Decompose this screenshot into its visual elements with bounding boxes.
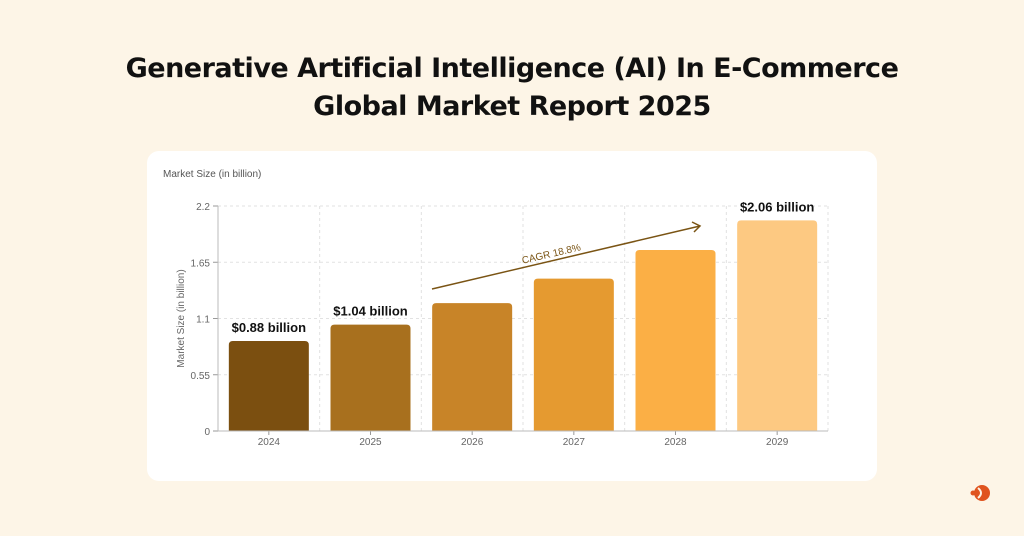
title-line-1: Generative Artificial Intelligence (AI) … — [125, 53, 899, 84]
y-tick-label: 2.2 — [196, 202, 210, 213]
bar-2026 — [432, 303, 513, 431]
card-label: Market Size (in billion) — [163, 169, 262, 180]
x-tick-label: 2024 — [258, 437, 281, 448]
bar-2027 — [533, 278, 614, 431]
x-tick-label: 2028 — [664, 437, 687, 448]
brand-logo-icon — [970, 485, 990, 501]
bar-chart: 0 0.55 1.1 1.65 2.2 Market Size (in billion) 2… — [176, 199, 829, 448]
y-tick-label: 0.55 — [191, 371, 211, 382]
x-tick-label: 2025 — [359, 437, 382, 448]
cagr-label: CAGR 18.8% — [521, 242, 582, 266]
title-line-2: Global Market Report 2025 — [313, 91, 711, 122]
data-label: $0.88 billion — [232, 320, 306, 335]
bar-2028 — [635, 249, 716, 431]
y-axis-label: Market Size (in billion) — [176, 269, 187, 367]
y-tick-label: 0 — [204, 427, 210, 438]
chart-card: Market Size (in billion) 0 0.55 1.1 1.65 2.2… — [147, 151, 877, 481]
x-tick-label: 2027 — [563, 437, 586, 448]
y-tick-label: 1.65 — [191, 258, 211, 269]
cagr-arrow-line — [431, 225, 701, 290]
bar-2024 — [228, 341, 309, 431]
bar-2025 — [330, 324, 411, 431]
bar-2029 — [737, 220, 818, 431]
cagr-arrowhead-icon — [691, 221, 702, 233]
data-label: $2.06 billion — [740, 199, 814, 214]
x-tick-label: 2026 — [461, 437, 484, 448]
data-label: $1.04 billion — [333, 304, 407, 319]
y-tick-label: 1.1 — [196, 315, 210, 326]
page-title: Generative Artificial Intelligence (AI) … — [0, 50, 1024, 126]
x-tick-label: 2029 — [766, 437, 789, 448]
